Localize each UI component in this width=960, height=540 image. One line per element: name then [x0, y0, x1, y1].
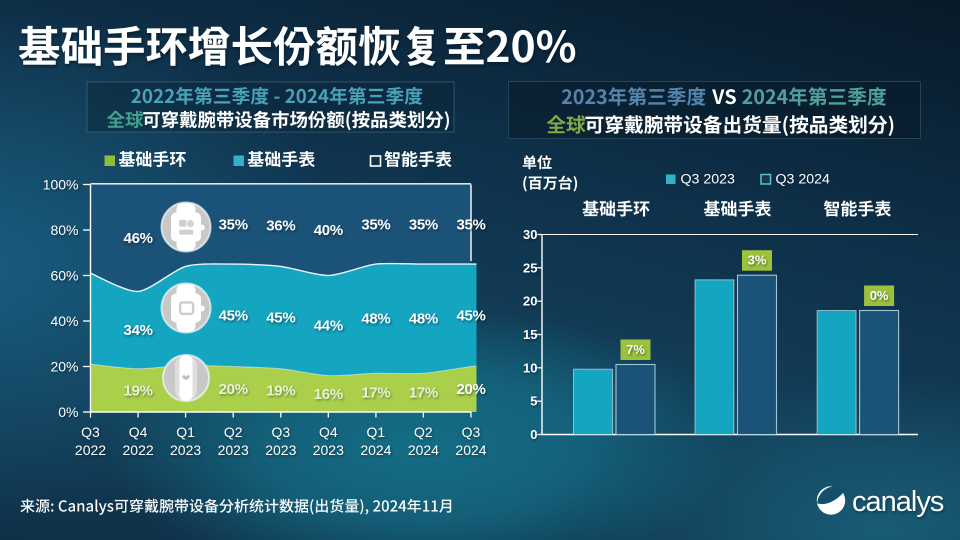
svg-text:0%: 0%	[870, 288, 889, 303]
svg-text:20%: 20%	[456, 381, 485, 398]
svg-text:30: 30	[523, 227, 537, 242]
svg-text:45%: 45%	[219, 307, 248, 324]
svg-text:17%: 17%	[361, 385, 390, 402]
svg-text:0: 0	[530, 427, 537, 442]
svg-text:100%: 100%	[43, 176, 79, 192]
svg-text:2022: 2022	[75, 442, 106, 458]
svg-text:17%: 17%	[409, 385, 438, 402]
svg-text:45%: 45%	[456, 307, 485, 324]
svg-text:40%: 40%	[50, 313, 78, 329]
svg-text:2022: 2022	[123, 442, 154, 458]
svg-text:15: 15	[523, 327, 537, 342]
svg-text:Q3: Q3	[81, 424, 100, 440]
svg-text:20: 20	[523, 294, 537, 309]
svg-text:2024: 2024	[408, 442, 439, 458]
svg-text:35%: 35%	[219, 216, 248, 233]
svg-text:16%: 16%	[314, 386, 343, 403]
svg-text:Q1: Q1	[367, 424, 386, 440]
svg-text:Q3: Q3	[271, 424, 290, 440]
svg-text:45%: 45%	[266, 310, 295, 327]
svg-text:7%: 7%	[626, 342, 645, 357]
svg-text:20%: 20%	[50, 358, 78, 374]
svg-text:5: 5	[530, 394, 537, 409]
svg-text:35%: 35%	[361, 216, 390, 233]
svg-text:0%: 0%	[58, 404, 78, 420]
svg-text:Q4: Q4	[319, 424, 338, 440]
svg-text:48%: 48%	[361, 311, 390, 328]
svg-text:2023: 2023	[170, 442, 201, 458]
svg-text:35%: 35%	[456, 216, 485, 233]
svg-text:35%: 35%	[409, 216, 438, 233]
svg-text:34%: 34%	[124, 322, 153, 339]
svg-text:25: 25	[523, 260, 537, 275]
svg-text:19%: 19%	[266, 382, 295, 399]
svg-text:Q2: Q2	[414, 424, 433, 440]
svg-text:2023: 2023	[218, 442, 249, 458]
svg-text:2023: 2023	[265, 442, 296, 458]
svg-text:Q3: Q3	[462, 424, 481, 440]
svg-text:2024: 2024	[360, 442, 391, 458]
svg-text:40%: 40%	[314, 222, 343, 239]
svg-text:canalys: canalys	[852, 486, 944, 518]
svg-text:20%: 20%	[219, 381, 248, 398]
svg-text:Q4: Q4	[129, 424, 148, 440]
svg-text:Q1: Q1	[176, 424, 195, 440]
svg-text:60%: 60%	[50, 267, 78, 283]
svg-text:48%: 48%	[409, 311, 438, 328]
svg-text:3%: 3%	[748, 253, 767, 268]
svg-text:Q3 2023: Q3 2023	[681, 172, 736, 188]
svg-text:80%: 80%	[50, 222, 78, 238]
svg-text:46%: 46%	[124, 230, 153, 247]
svg-text:Q3 2024: Q3 2024	[776, 172, 831, 188]
svg-text:19%: 19%	[124, 382, 153, 399]
svg-text:2023: 2023	[313, 442, 344, 458]
svg-text:44%: 44%	[314, 318, 343, 335]
svg-text:2024: 2024	[455, 442, 486, 458]
svg-text:10: 10	[523, 360, 537, 375]
svg-text:Q2: Q2	[224, 424, 243, 440]
svg-text:36%: 36%	[266, 217, 295, 234]
